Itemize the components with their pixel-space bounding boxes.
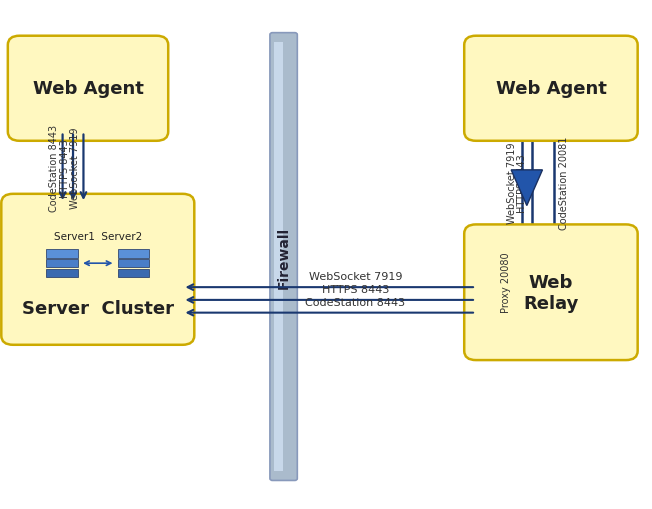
Text: Web
Relay: Web Relay xyxy=(524,273,578,312)
Bar xyxy=(118,269,149,277)
FancyBboxPatch shape xyxy=(1,194,194,345)
Bar xyxy=(118,260,149,268)
Text: WebSocket 7919: WebSocket 7919 xyxy=(507,143,517,224)
Text: HTTPS 8443: HTTPS 8443 xyxy=(321,284,389,294)
Text: HTTPS 8443: HTTPS 8443 xyxy=(518,154,527,213)
FancyBboxPatch shape xyxy=(464,37,638,142)
Text: Web Agent: Web Agent xyxy=(496,80,606,98)
Text: WebSocket 7919: WebSocket 7919 xyxy=(308,271,402,281)
Bar xyxy=(118,250,149,258)
Text: Firewall: Firewall xyxy=(276,226,291,288)
Text: Server  Cluster: Server Cluster xyxy=(22,299,174,317)
FancyBboxPatch shape xyxy=(464,225,638,360)
Text: WebSocket 7919: WebSocket 7919 xyxy=(70,127,80,209)
Text: Proxy 20080: Proxy 20080 xyxy=(501,252,511,313)
Text: CodeStation 8443: CodeStation 8443 xyxy=(50,125,59,211)
Bar xyxy=(46,250,78,258)
FancyBboxPatch shape xyxy=(8,37,168,142)
Text: Server1  Server2: Server1 Server2 xyxy=(53,232,142,242)
Text: CodeStation 8443: CodeStation 8443 xyxy=(305,297,406,307)
FancyBboxPatch shape xyxy=(270,34,297,480)
Bar xyxy=(46,269,78,277)
FancyBboxPatch shape xyxy=(274,43,283,471)
Text: CodeStation 20081: CodeStation 20081 xyxy=(559,136,569,230)
Polygon shape xyxy=(511,171,542,206)
Text: Web Agent: Web Agent xyxy=(33,80,143,98)
Bar xyxy=(46,260,78,268)
Text: HTTPS 8443: HTTPS 8443 xyxy=(60,138,70,197)
